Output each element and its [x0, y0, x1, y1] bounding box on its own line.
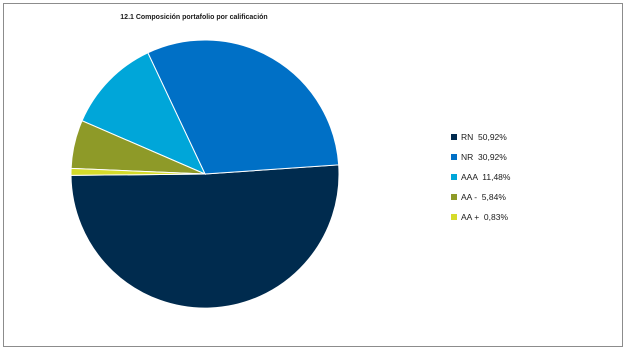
legend-item: RN 50,92% [451, 130, 601, 143]
pie-slice-aaa [81, 52, 207, 175]
legend-label: AA - 5,84% [461, 191, 506, 202]
legend-item: NR 30,92% [451, 150, 601, 163]
legend-swatch [451, 153, 457, 160]
legend-item: AA - 5,84% [451, 190, 601, 203]
legend-item: AAA 11,48% [451, 170, 601, 183]
pie-slice-aa [70, 167, 206, 176]
legend-label: AAA 11,48% [461, 171, 511, 182]
legend-label: AA + 0,83% [461, 211, 509, 222]
legend-label: NR 30,92% [461, 151, 507, 162]
chart-frame: 12.1 Composición portafolio por califica… [3, 3, 623, 347]
legend-label: RN 50,92% [461, 131, 507, 142]
pie-slice-nr [147, 39, 340, 175]
legend-swatch [451, 193, 457, 200]
chart-legend: RN 50,92% NR 30,92% AAA 11,48% AA - 5,84% AA… [451, 130, 601, 230]
legend-swatch [451, 133, 457, 140]
legend-swatch [451, 173, 457, 180]
legend-item: AA + 0,83% [451, 210, 601, 223]
pie-slice-rn [70, 164, 340, 309]
pie-chart [70, 39, 340, 309]
legend-swatch [451, 213, 457, 220]
chart-title: 12.1 Composición portafolio por califica… [120, 14, 268, 21]
